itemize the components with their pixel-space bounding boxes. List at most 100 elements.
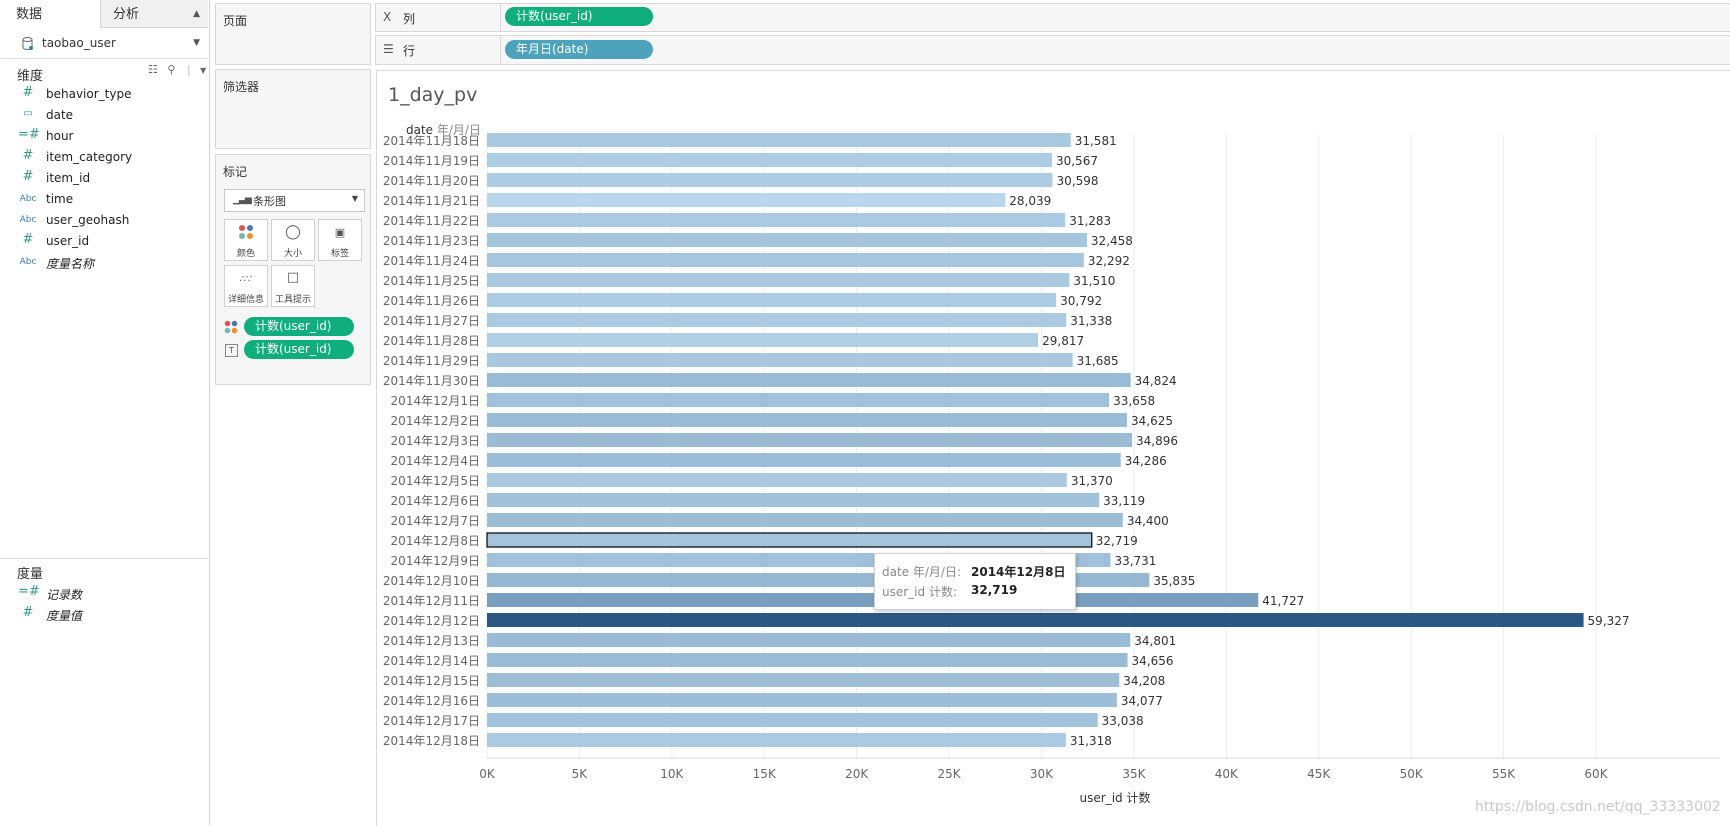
rows-label: 行 — [403, 44, 416, 58]
bar — [487, 733, 1066, 747]
color-button[interactable]: 颜色 — [224, 219, 268, 261]
size-label: 大小 — [283, 249, 302, 259]
y-tick-label: 2014年12月18日 — [383, 734, 480, 748]
dropdown-icon[interactable]: ▼ — [200, 66, 207, 75]
x-tick-label: 25K — [938, 767, 962, 781]
y-tick-label: 2014年12月7日 — [391, 514, 480, 528]
x-tick-label: 60K — [1584, 767, 1608, 781]
marks-card: 标记 ▁▃▅ 条形图 ▼ 颜色 ◯ 大小 ▣ 标签 ∴∵ 详细信息 □ 工具提示… — [215, 154, 371, 385]
bar-value-label: 29,817 — [1042, 334, 1084, 348]
field-item[interactable]: Abc time — [18, 190, 203, 210]
mark-pill-row: 计数(user_id) — [224, 317, 364, 337]
bar — [487, 333, 1039, 347]
database-icon — [22, 37, 33, 50]
y-tick-label: 2014年11月21日 — [383, 194, 480, 208]
field-item[interactable]: Abc 度量名称 — [18, 253, 203, 273]
tooltip-button[interactable]: □ 工具提示 — [271, 265, 315, 307]
bar — [487, 673, 1120, 687]
y-tick-label: 2014年11月19日 — [383, 154, 480, 168]
tab-analysis[interactable]: 分析 ▲ ▼ — [100, 0, 208, 48]
divider — [0, 558, 208, 559]
y-tick-label: 2014年11月27日 — [383, 314, 480, 328]
bar-value-label: 34,077 — [1121, 694, 1163, 708]
columns-shelf[interactable]: Ⅹ 列 计数(user_id) — [375, 3, 1730, 32]
color-label: 颜色 — [236, 249, 255, 259]
row-header-format: 年/月/日 — [436, 123, 481, 137]
rows-shelf[interactable]: ☰ 行 年月日(date) — [375, 35, 1730, 65]
field-item[interactable]: =# hour — [18, 127, 203, 147]
x-tick-label: 20K — [845, 767, 869, 781]
bar — [487, 653, 1128, 667]
shelf-separator — [500, 36, 501, 64]
number-type-icon: # — [22, 169, 34, 184]
y-tick-label: 2014年11月22日 — [383, 214, 480, 228]
bar — [487, 153, 1052, 167]
x-tick-label: 5K — [572, 767, 589, 781]
datasource-item[interactable]: taobao_user — [0, 30, 208, 59]
label-pill[interactable]: 计数(user_id) — [244, 340, 354, 359]
label-button[interactable]: ▣ 标签 — [318, 219, 362, 261]
y-tick-label: 2014年12月13日 — [383, 634, 480, 648]
search-icon[interactable]: ⚲ — [167, 63, 176, 76]
bar — [487, 633, 1131, 647]
bar-value-label: 33,731 — [1114, 554, 1156, 568]
detail-button[interactable]: ∴∵ 详细信息 — [224, 265, 268, 307]
columns-pill[interactable]: 计数(user_id) — [505, 7, 653, 26]
measures-header: 度量 — [17, 567, 44, 582]
rows-pill[interactable]: 年月日(date) — [505, 40, 653, 59]
x-tick-label: 10K — [660, 767, 684, 781]
y-tick-label: 2014年12月14日 — [383, 654, 480, 668]
bar — [487, 413, 1127, 427]
filters-title: 筛选器 — [223, 80, 260, 94]
y-tick-label: 2014年12月11日 — [383, 594, 480, 608]
field-item[interactable]: # 度量值 — [18, 605, 203, 625]
tab-data[interactable]: 数据 — [0, 0, 100, 29]
bar-value-label: 34,625 — [1131, 414, 1173, 428]
bar — [487, 373, 1131, 387]
field-item[interactable]: ▭ date — [18, 106, 203, 126]
size-button[interactable]: ◯ 大小 — [271, 219, 315, 261]
bar-value-label: 31,283 — [1069, 214, 1111, 228]
bar — [487, 593, 1259, 607]
field-item[interactable]: # behavior_type — [18, 85, 203, 105]
bar-value-label: 34,286 — [1125, 454, 1167, 468]
bar — [487, 353, 1073, 367]
field-item[interactable]: =# 记录数 — [18, 584, 203, 604]
chevron-updown-icon[interactable]: ▲ ▼ — [193, 9, 200, 48]
color-pill[interactable]: 计数(user_id) — [244, 317, 354, 336]
number-type-icon: # — [22, 232, 34, 247]
number-type-icon: # — [22, 148, 34, 163]
y-tick-label: 2014年12月3日 — [391, 434, 480, 448]
x-tick-label: 45K — [1307, 767, 1331, 781]
view-list-icon[interactable]: ☷ — [148, 63, 158, 76]
bar — [487, 393, 1110, 407]
number-type-icon: # — [22, 605, 34, 620]
pages-title: 页面 — [223, 14, 248, 28]
y-tick-label: 2014年12月16日 — [383, 694, 480, 708]
bar — [487, 473, 1067, 487]
mark-type-label: 条形图 — [253, 195, 286, 208]
tooltip-date-key: date 年/月/日: — [882, 565, 962, 579]
filters-card[interactable]: 筛选器 — [215, 69, 371, 149]
bar — [487, 713, 1098, 727]
field-item[interactable]: Abc user_geohash — [18, 211, 203, 231]
bar-value-label: 35,835 — [1153, 574, 1195, 588]
mark-type-select[interactable]: ▁▃▅ 条形图 ▼ — [224, 189, 365, 212]
pages-card[interactable]: 页面 — [215, 3, 371, 65]
bar-value-label: 31,318 — [1070, 734, 1112, 748]
field-item[interactable]: # item_id — [18, 169, 203, 189]
field-name: user_id — [46, 234, 90, 248]
label-icon: T — [225, 344, 238, 357]
y-tick-label: 2014年11月28日 — [383, 334, 480, 348]
rows-icon: ☰ — [383, 42, 394, 56]
bar — [487, 693, 1117, 707]
bar — [487, 213, 1066, 227]
tooltip-date-value: 2014年12月8日 — [971, 565, 1066, 579]
bar — [487, 313, 1067, 327]
field-item[interactable]: # item_category — [18, 148, 203, 168]
field-item[interactable]: # user_id — [18, 232, 203, 252]
mark-pill-row: T 计数(user_id) — [224, 340, 364, 360]
bar-value-label: 33,658 — [1113, 394, 1155, 408]
bar — [487, 453, 1121, 467]
